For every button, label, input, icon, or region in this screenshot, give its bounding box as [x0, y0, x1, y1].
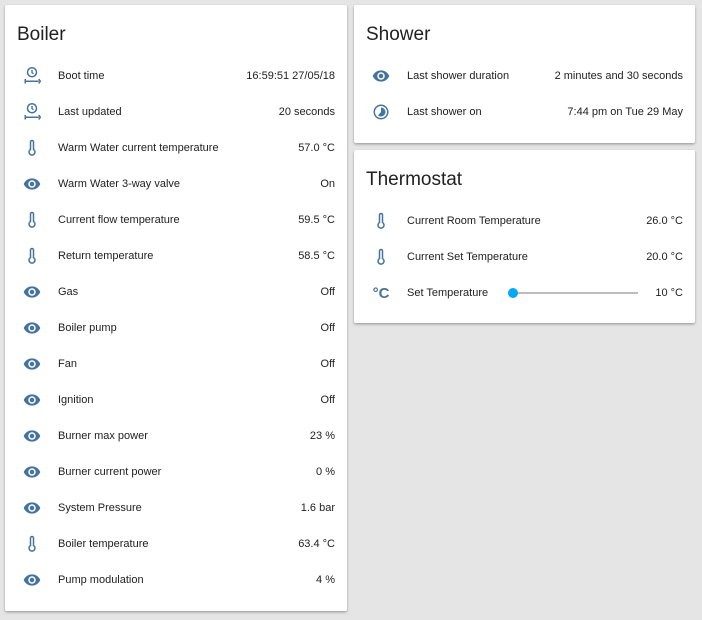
eye-icon [21, 461, 43, 483]
entity-label: Burner current power [58, 466, 162, 478]
entity-row[interactable]: Burner current power 0 % [5, 454, 347, 490]
entity-row[interactable]: Fan Off [5, 346, 347, 382]
clock-timer-icon [21, 101, 43, 123]
entity-row[interactable]: Ignition Off [5, 382, 347, 418]
eye-icon [21, 425, 43, 447]
entity-value: 0 % [316, 466, 335, 478]
entity-label: Gas [58, 286, 79, 298]
entity-value: 1.6 bar [300, 502, 335, 514]
entity-value: 57.0 °C [298, 142, 335, 154]
entity-label: Pump modulation [58, 574, 144, 586]
entity-row[interactable]: Boiler pump Off [5, 310, 347, 346]
entity-row[interactable]: Warm Water current temperature 57.0 °C [5, 130, 347, 166]
entity-value: 4 % [316, 574, 335, 586]
entity-value: 23 % [309, 430, 335, 442]
entity-value: 16:59:51 27/05/18 [246, 70, 335, 82]
entity-row[interactable]: Warm Water 3-way valve On [5, 166, 347, 202]
entity-value: 58.5 °C [298, 250, 335, 262]
entity-row[interactable]: Burner max power 23 % [5, 418, 347, 454]
entity-value: 7:44 pm on Tue 29 May [567, 106, 683, 118]
clock-timer-icon [21, 65, 43, 87]
entity-label: Boiler pump [58, 322, 117, 334]
celsius-icon: °C [370, 282, 392, 304]
entity-value: 2 minutes and 30 seconds [554, 70, 683, 82]
shower-card: Shower Last shower duration 2 minutes and … [354, 5, 695, 143]
entity-row[interactable]: Boot time 16:59:51 27/05/18 [5, 58, 347, 94]
entity-row[interactable]: Last shower duration 2 minutes and 30 sec… [354, 58, 695, 94]
entity-label: Last updated [58, 106, 122, 118]
card-title: Boiler [17, 24, 66, 45]
entity-value: Off [320, 286, 335, 298]
entity-label: Warm Water current temperature [58, 142, 219, 154]
thermometer-icon [21, 209, 43, 231]
thermometer-icon [21, 245, 43, 267]
thermometer-icon [370, 210, 392, 232]
entity-label: Boiler temperature [58, 538, 149, 550]
thermometer-icon [21, 533, 43, 555]
entity-row[interactable]: Current flow temperature 59.5 °C [5, 202, 347, 238]
card-title: Shower [366, 24, 431, 45]
eye-icon [370, 65, 392, 87]
slider-knob[interactable] [508, 288, 518, 298]
entity-row[interactable]: Last shower on 7:44 pm on Tue 29 May [354, 94, 695, 130]
entity-label: Fan [58, 358, 77, 370]
entity-row[interactable]: Boiler temperature 63.4 °C [5, 526, 347, 562]
entity-value: 10 °C [655, 287, 683, 299]
set-temperature-slider[interactable] [508, 288, 638, 298]
thermostat-card: Thermostat Current Room Temperature 26.0 °… [354, 150, 695, 323]
eye-icon [21, 173, 43, 195]
entity-value: Off [320, 358, 335, 370]
entity-value: 20.0 °C [646, 251, 683, 263]
entity-label: Last shower on [407, 106, 482, 118]
entity-row[interactable]: Pump modulation 4 % [5, 562, 347, 598]
entity-label: Last shower duration [407, 70, 510, 82]
entity-value: Off [320, 322, 335, 334]
entity-row[interactable]: °C Set Temperature 10 °C [354, 275, 695, 311]
entity-label: Burner max power [58, 430, 148, 442]
celsius-text: °C [372, 284, 390, 302]
entity-row[interactable]: Return temperature 58.5 °C [5, 238, 347, 274]
entity-label: Set Temperature [407, 287, 489, 299]
entity-label: Warm Water 3-way valve [58, 178, 181, 190]
eye-icon [21, 569, 43, 591]
entity-value: 26.0 °C [646, 215, 683, 227]
entity-label: Current flow temperature [58, 214, 180, 226]
entity-value: On [320, 178, 335, 190]
eye-icon [21, 389, 43, 411]
eye-icon [21, 497, 43, 519]
entity-value: 63.4 °C [298, 538, 335, 550]
entity-row[interactable]: Current Room Temperature 26.0 °C [354, 203, 695, 239]
entity-row[interactable]: System Pressure 1.6 bar [5, 490, 347, 526]
entity-value: 20 seconds [278, 106, 335, 118]
card-title: Thermostat [366, 169, 463, 190]
entity-row[interactable]: Gas Off [5, 274, 347, 310]
eye-icon [21, 281, 43, 303]
entity-label: System Pressure [58, 502, 142, 514]
entity-label: Ignition [58, 394, 94, 406]
thermometer-icon [21, 137, 43, 159]
entity-row[interactable]: Current Set Temperature 20.0 °C [354, 239, 695, 275]
boiler-card: Boiler Boot time 16:59:51 27/05/18 Last upd… [5, 5, 347, 611]
eye-icon [21, 353, 43, 375]
clock-icon [370, 101, 392, 123]
entity-label: Boot time [58, 70, 105, 82]
entity-row[interactable]: Last updated 20 seconds [5, 94, 347, 130]
thermometer-icon [370, 246, 392, 268]
eye-icon [21, 317, 43, 339]
entity-value: Off [320, 394, 335, 406]
entity-label: Current Set Temperature [407, 251, 528, 263]
entity-label: Current Room Temperature [407, 215, 541, 227]
entity-value: 59.5 °C [298, 214, 335, 226]
entity-label: Return temperature [58, 250, 154, 262]
